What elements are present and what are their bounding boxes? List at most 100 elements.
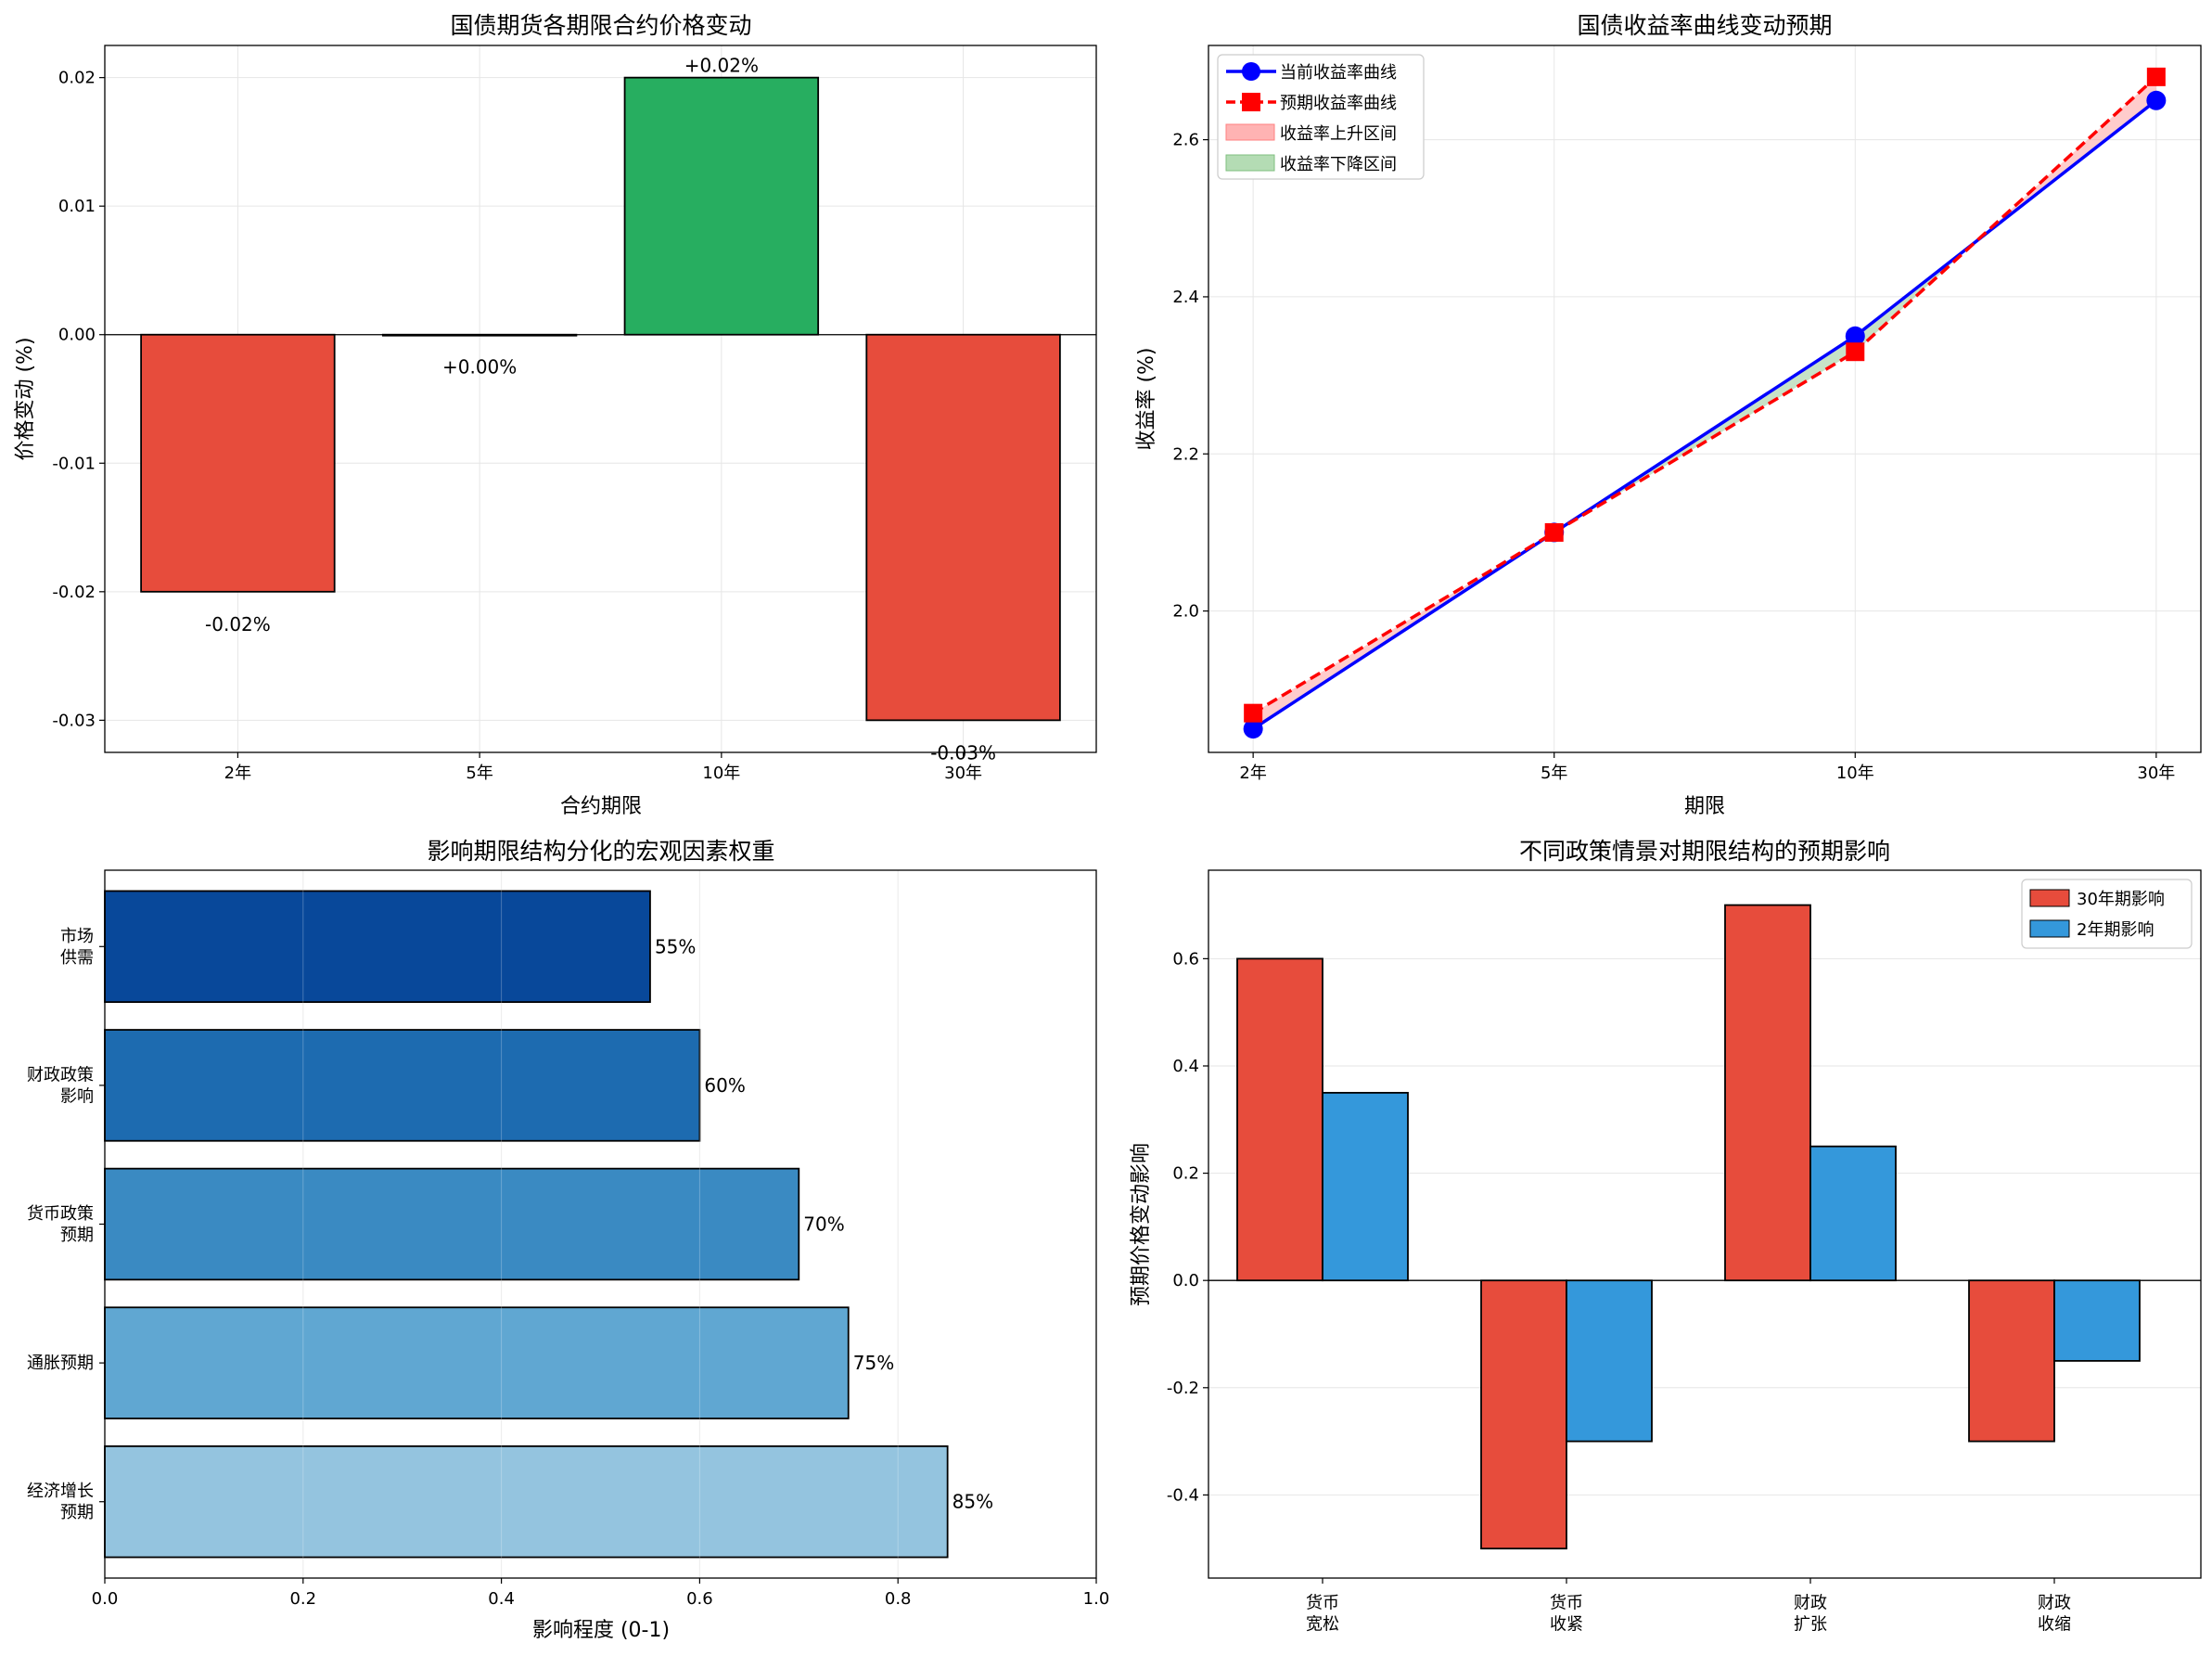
chart-title: 不同政策情景对期限结构的预期影响: [1519, 838, 1890, 865]
y-tick-label: 货币政策预期: [27, 1204, 94, 1245]
macro-factor-chart: 影响期限结构分化的宏观因素权重 85% 75% 70% 60% 55% 经济增长预期 通胀…: [27, 838, 1109, 1642]
point-expected: [2146, 67, 2166, 86]
chart-title: 国债收益率曲线变动预期: [1577, 12, 1832, 39]
bar: [623, 76, 820, 336]
y-tick-label: -0.4: [1167, 1485, 1199, 1505]
y-tick-label: -0.02: [52, 583, 96, 602]
x-axis-label: 期限: [1684, 795, 1725, 818]
x-tick-label: 5年: [466, 764, 492, 783]
plot-frame: [104, 45, 1097, 753]
y-tick-label: 0.6: [1172, 949, 1199, 969]
x-tick-label: 0.0: [92, 1589, 119, 1609]
bar: [104, 1167, 800, 1281]
point-current: [2146, 90, 2167, 110]
legend-marker-expected: [1242, 93, 1260, 111]
data-label: +0.02%: [684, 55, 759, 77]
bar-30y: [1724, 904, 1811, 1282]
point-current: [1845, 326, 1865, 346]
data-label: 70%: [803, 1213, 844, 1236]
bar-2y: [1322, 1091, 1409, 1282]
y-tick-label: 2.0: [1172, 602, 1199, 622]
bar-2y: [1809, 1145, 1897, 1282]
y-tick-label: -0.01: [52, 454, 96, 473]
legend-swatch-rise: [1225, 123, 1275, 141]
y-tick-label: 2.4: [1172, 288, 1199, 307]
data-label: 85%: [953, 1491, 993, 1513]
y-tick-label: 0.02: [58, 69, 96, 88]
bar: [104, 890, 651, 1004]
y-tick-label: -0.2: [1167, 1379, 1199, 1398]
x-tick-label: 0.2: [289, 1589, 316, 1609]
y-tick-label: 0.01: [58, 197, 96, 216]
y-tick-label: 通胀预期: [27, 1354, 94, 1373]
x-tick-label: 10年: [1836, 764, 1874, 783]
bar-2y: [2053, 1279, 2141, 1362]
y-tick-label: 2.2: [1172, 444, 1199, 464]
plot-frame: [104, 869, 1097, 1579]
x-tick-label: 2年: [224, 764, 251, 783]
chart-title: 影响期限结构分化的宏观因素权重: [427, 838, 774, 865]
bar: [104, 1029, 701, 1142]
y-axis-label: 收益率 (%): [1135, 347, 1158, 450]
x-tick-label: 5年: [1541, 764, 1567, 783]
y-tick-label: 0.00: [58, 326, 96, 345]
y-tick-label: 0.2: [1172, 1164, 1199, 1184]
legend: 30年期影响 2年期影响: [2021, 879, 2193, 949]
y-tick-label: 2.6: [1172, 131, 1199, 150]
legend-label-rise: 收益率上升区间: [1280, 124, 1397, 144]
y-tick-label: 市场供需: [60, 927, 94, 968]
plot-frame: [1208, 45, 2202, 753]
x-tick-label: 0.6: [686, 1589, 713, 1609]
bar: [104, 1306, 850, 1419]
y-tick-label: 财政政策影响: [27, 1065, 94, 1106]
policy-scenario-chart: 不同政策情景对期限结构的预期影响 0.6 0.4 0.2 0.0 -0.2 -0.4 货币…: [1130, 838, 2202, 1635]
legend-label-current: 当前收益率曲线: [1280, 63, 1397, 83]
x-tick-label: 财政收缩: [2038, 1594, 2071, 1635]
legend-box: [1217, 54, 1425, 180]
legend-marker-current: [1242, 62, 1260, 81]
data-label: +0.00%: [442, 356, 517, 379]
point-expected: [1544, 522, 1564, 542]
x-tick-label: 30年: [944, 764, 982, 783]
legend-label-30y: 30年期影响: [2077, 890, 2165, 909]
chart-title: 国债期货各期限合约价格变动: [450, 12, 751, 39]
y-tick-label: 经济增长预期: [27, 1482, 94, 1522]
legend-label-fall: 收益率下降区间: [1280, 155, 1397, 174]
bar-2y: [1566, 1279, 1653, 1443]
legend-label-2y: 2年期影响: [2077, 920, 2154, 940]
data-label: 55%: [655, 935, 696, 957]
yield-curve-chart: 国债收益率曲线变动预期 2.0 2.2 2.4 2.6 2年 5年 10年 30年 期限 收…: [1135, 12, 2202, 818]
x-tick-label: 2年: [1239, 764, 1266, 783]
legend-swatch-2y: [2029, 919, 2070, 938]
series-line-current: [1252, 98, 2157, 731]
bar: [140, 333, 336, 593]
y-axis-label: 价格变动 (%): [14, 337, 37, 460]
plot-frame: [1208, 869, 2202, 1579]
x-tick-label: 10年: [702, 764, 740, 783]
data-label: 60%: [704, 1074, 745, 1097]
data-label: 75%: [853, 1352, 894, 1374]
bar: [865, 333, 1061, 722]
bar-30y: [1236, 957, 1323, 1282]
point-expected: [1846, 342, 1865, 362]
x-tick-label: 货币宽松: [1306, 1594, 1339, 1635]
bar: [104, 1444, 949, 1559]
data-label: -0.02%: [205, 613, 271, 635]
y-tick-label: 0.4: [1172, 1057, 1199, 1076]
point-current: [1243, 719, 1263, 739]
x-tick-label: 30年: [2137, 764, 2175, 783]
y-axis-label: 预期价格变动影响: [1130, 1143, 1153, 1306]
x-axis-label: 影响程度 (0-1): [532, 1619, 670, 1642]
price-change-chart: 国债期货各期限合约价格变动 -0.02%+0.00%+0.02%-0.03% 0…: [14, 12, 1097, 818]
legend-label-expected: 预期收益率曲线: [1280, 94, 1397, 113]
y-tick-label: 0.0: [1172, 1271, 1199, 1290]
x-tick-label: 0.8: [885, 1589, 912, 1609]
x-tick-label: 1.0: [1083, 1589, 1110, 1609]
x-tick-label: 财政扩张: [1794, 1594, 1827, 1635]
bar-30y: [1968, 1279, 2055, 1443]
point-expected: [1244, 703, 1263, 723]
y-tick-label: -0.03: [52, 711, 96, 730]
legend-swatch-fall: [1225, 154, 1275, 172]
x-tick-label: 货币收紧: [1550, 1594, 1583, 1635]
